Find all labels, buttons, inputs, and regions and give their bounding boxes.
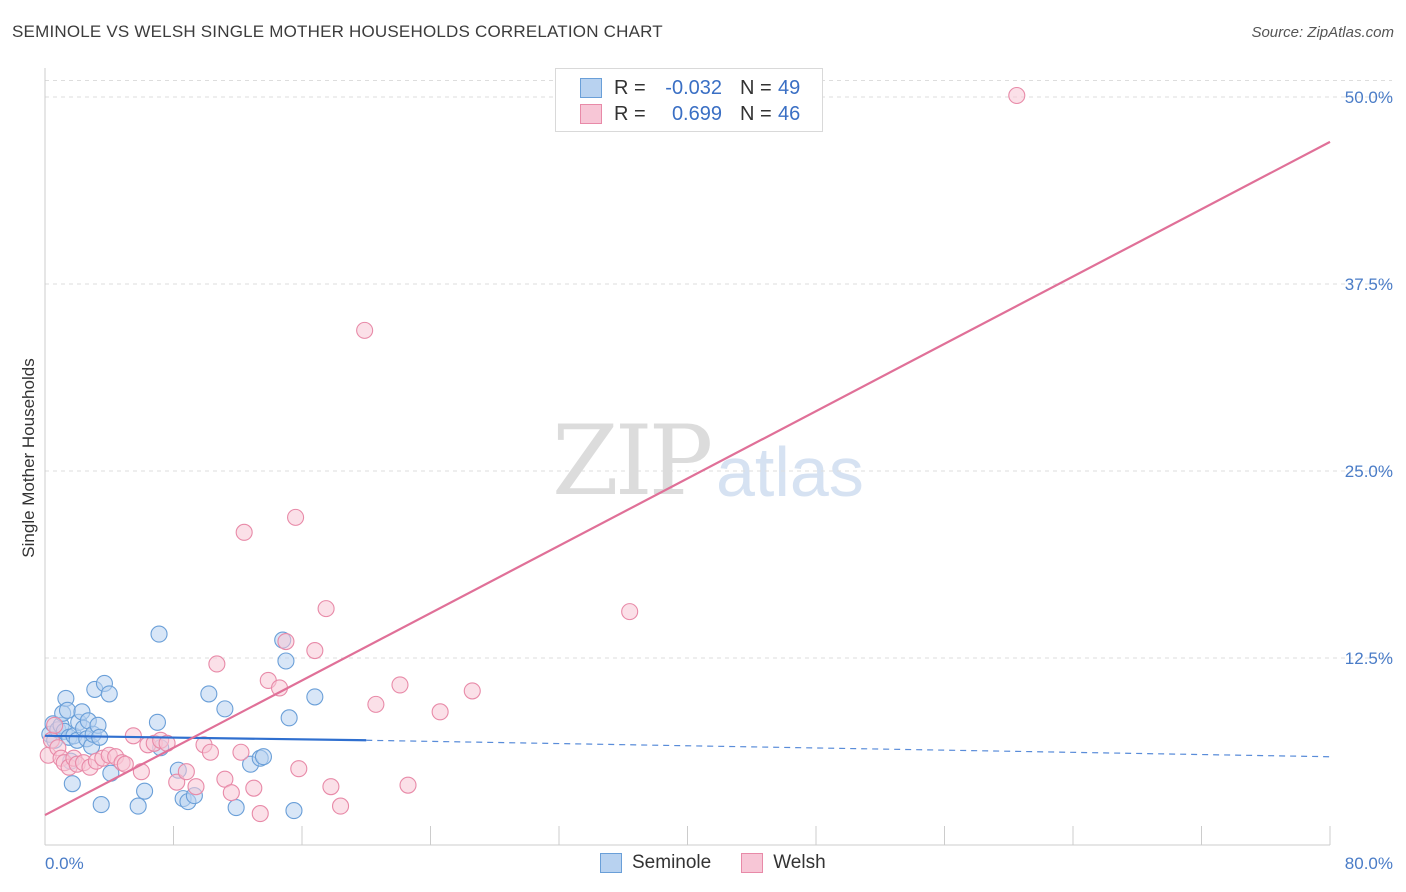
seminole-point [254, 748, 273, 766]
seminole-point [136, 782, 154, 800]
source-label: Source: ZipAtlas.com [1251, 24, 1394, 41]
welsh-point [356, 321, 374, 339]
legend-item-welsh: Welsh [741, 852, 826, 874]
y-tick-label: 25.0% [1345, 462, 1393, 481]
seminole-point [100, 685, 118, 703]
legend-item-seminole: Seminole [600, 852, 711, 874]
welsh-point [331, 797, 350, 815]
legend-row-welsh: R = 0.699 N = 46 [580, 101, 800, 127]
correlation-legend: R = -0.032 N = 49 R = 0.699 N = 46 [555, 68, 823, 132]
welsh-point [306, 641, 324, 660]
seminole-point [216, 700, 234, 718]
welsh-point [132, 763, 150, 781]
welsh-point [245, 779, 263, 797]
seminole-trendline [44, 734, 367, 742]
y-tick-label: 12.5% [1345, 649, 1393, 668]
seminole-point [200, 685, 218, 703]
seminole-point [129, 797, 147, 815]
x-tick-label: 0.0% [45, 854, 84, 873]
welsh-point [232, 743, 250, 761]
welsh-point [251, 805, 269, 823]
x-tick-label: 80.0% [1345, 854, 1393, 873]
welsh-point [431, 703, 449, 721]
seminole-point [148, 713, 166, 731]
series-legend: Seminole Welsh [600, 852, 856, 874]
r-label: R = [614, 76, 646, 99]
y-tick-label: 50.0% [1345, 88, 1393, 107]
n-label: N = [740, 102, 772, 125]
seminole-point [280, 709, 298, 727]
seminole-point [227, 799, 245, 817]
seminole-point [92, 796, 110, 814]
welsh-point [391, 676, 409, 694]
legend-label-seminole: Seminole [632, 852, 712, 873]
n-value: 46 [778, 102, 801, 125]
seminole-point [63, 775, 81, 793]
seminole-trendline-extension [366, 739, 1331, 758]
r-value: -0.032 [665, 76, 722, 99]
chart-title: SEMINOLE VS WELSH SINGLE MOTHER HOUSEHOL… [12, 22, 663, 41]
seminole-point [277, 652, 295, 670]
welsh-swatch [741, 853, 764, 873]
welsh-point [208, 655, 226, 673]
welsh-swatch [580, 104, 602, 124]
legend-row-seminole: R = -0.032 N = 49 [580, 75, 800, 101]
welsh-point [621, 603, 639, 621]
grid-lines [45, 80, 1392, 659]
trendlines [44, 140, 1331, 817]
r-label: R = [614, 102, 646, 125]
seminole-points [41, 625, 324, 820]
seminole-point [306, 688, 324, 706]
welsh-point [235, 523, 253, 541]
welsh-point [317, 600, 335, 618]
welsh-point [222, 784, 240, 802]
seminole-swatch [580, 78, 602, 98]
axes [44, 68, 1331, 846]
n-value: 49 [778, 76, 801, 99]
welsh-point [168, 773, 186, 791]
r-value: 0.699 [671, 102, 722, 125]
y-axis-label: Single Mother Households [19, 358, 38, 557]
n-label: N = [740, 76, 772, 99]
welsh-point [177, 763, 195, 781]
welsh-point [287, 508, 305, 526]
welsh-point [46, 716, 64, 734]
welsh-point [187, 778, 205, 796]
y-tick-label: 37.5% [1345, 275, 1393, 294]
welsh-point [1008, 86, 1026, 105]
welsh-point [322, 778, 340, 796]
welsh-point [399, 776, 417, 794]
tick-labels: 12.5% 25.0% 37.5% 50.0% 0.0% 80.0% [45, 88, 1393, 873]
welsh-point [201, 743, 219, 761]
welsh-points [39, 86, 1026, 823]
welsh-point [290, 760, 308, 778]
welsh-point [367, 695, 385, 713]
watermark-atlas: atlas [716, 433, 864, 511]
legend-label-welsh: Welsh [773, 852, 826, 873]
welsh-point [124, 727, 142, 745]
welsh-point [277, 632, 295, 651]
welsh-trendline [44, 140, 1331, 817]
seminole-swatch [600, 853, 622, 873]
watermark-zip: ZIP [552, 405, 713, 517]
seminole-point [285, 802, 303, 820]
seminole-point [150, 625, 168, 643]
welsh-point [463, 682, 481, 700]
welsh-point [270, 679, 289, 697]
